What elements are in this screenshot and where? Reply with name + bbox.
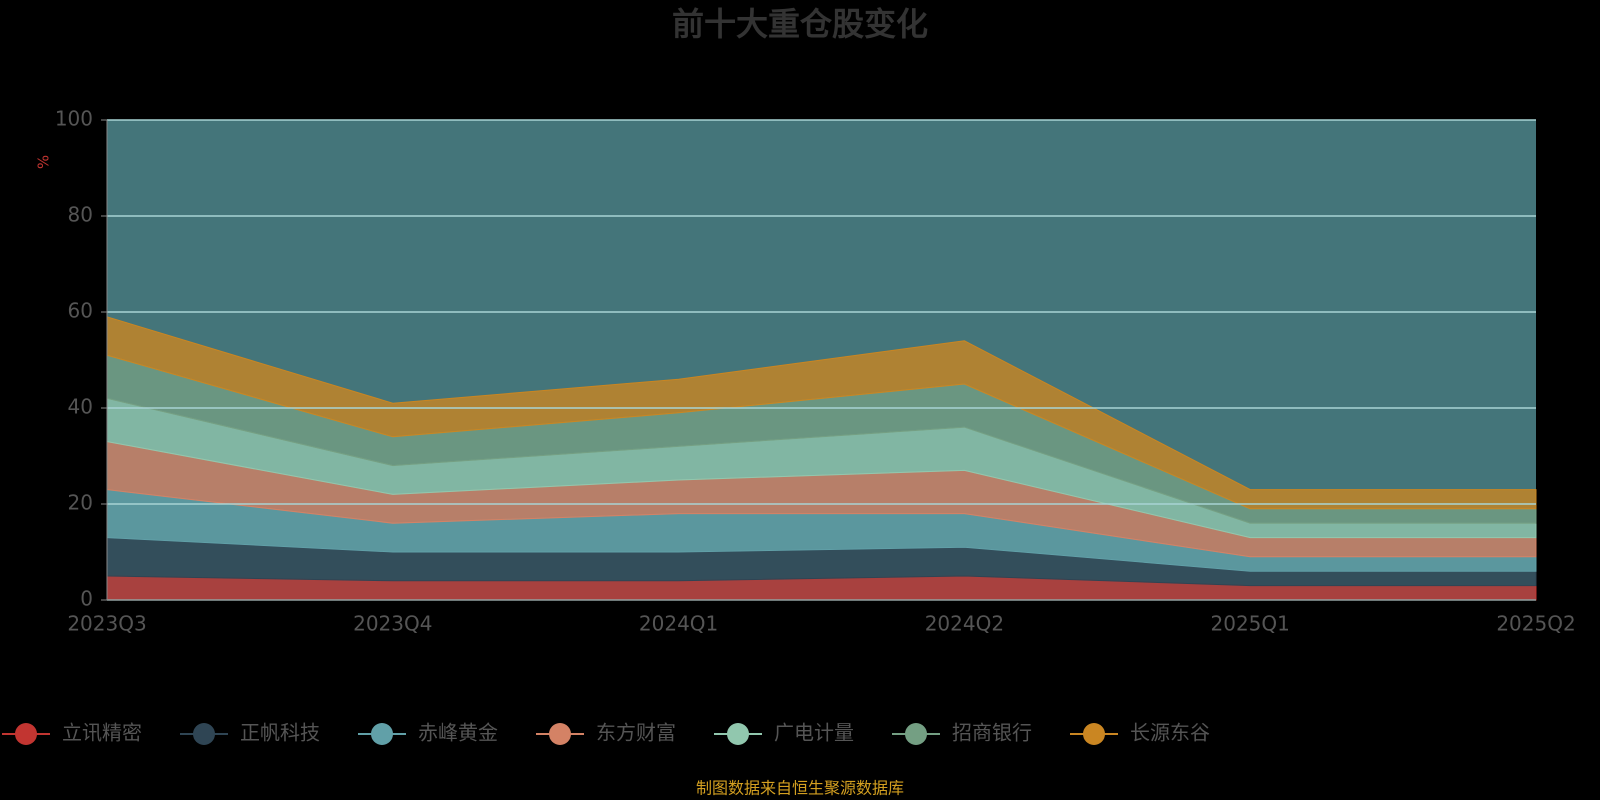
legend-label[interactable]: 长源东谷 [1130, 721, 1210, 745]
y-tick-label: 100 [55, 107, 93, 131]
x-tick-label: 2024Q2 [925, 612, 1004, 636]
legend-label[interactable]: 广电计量 [774, 721, 854, 745]
legend-label[interactable]: 东方财富 [596, 721, 676, 745]
x-tick-label: 2025Q1 [1211, 612, 1290, 636]
x-tick-label: 2023Q4 [353, 612, 432, 636]
area [106, 316, 1537, 510]
y-tick-label: 60 [68, 299, 93, 323]
x-tick-label: 2025Q2 [1496, 612, 1575, 636]
legend-label[interactable]: 赤峰黄金 [418, 721, 498, 745]
y-tick-label: 80 [68, 203, 93, 227]
legend-label[interactable]: 招商银行 [952, 721, 1032, 745]
legend-marker [1083, 723, 1105, 745]
legend-marker [193, 723, 215, 745]
x-tick-label: 2024Q1 [639, 612, 718, 636]
y-axis-label: % [35, 155, 53, 169]
legend-marker [549, 723, 571, 745]
chart-title: 前十大重仓股变化 [672, 5, 928, 43]
y-tick-label: 40 [68, 395, 93, 419]
legend-marker [727, 723, 749, 745]
x-tick-label: 2023Q3 [67, 612, 146, 636]
y-tick-label: 0 [80, 587, 93, 611]
y-tick-label: 20 [68, 491, 93, 515]
legend-marker [371, 723, 393, 745]
legend-marker [905, 723, 927, 745]
legend-label[interactable]: 立讯精密 [62, 721, 142, 745]
source-note: 制图数据来自恒生聚源数据库 [696, 779, 904, 798]
legend-marker [15, 723, 37, 745]
legend-label[interactable]: 正帆科技 [240, 721, 320, 745]
